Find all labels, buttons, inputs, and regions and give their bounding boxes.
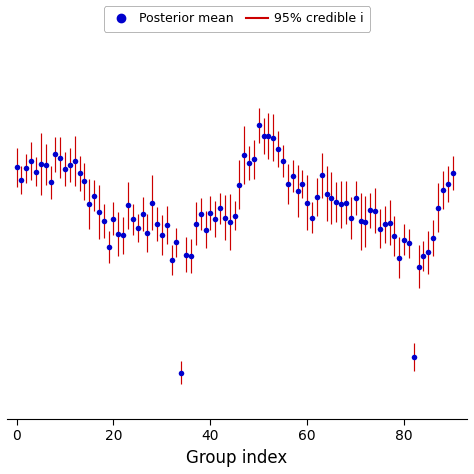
Point xyxy=(221,214,228,221)
Point xyxy=(42,161,49,168)
Legend: Posterior mean, 95% credible i: Posterior mean, 95% credible i xyxy=(104,6,370,32)
Point xyxy=(410,354,418,361)
Point xyxy=(264,132,272,140)
Point xyxy=(371,207,379,215)
Point xyxy=(391,232,398,240)
Point xyxy=(66,161,73,169)
Point xyxy=(18,176,25,183)
Point xyxy=(52,150,59,158)
Point xyxy=(37,160,45,168)
Point xyxy=(366,207,374,214)
X-axis label: Group index: Group index xyxy=(186,449,288,467)
Point xyxy=(187,252,195,260)
Point xyxy=(318,172,326,179)
Point xyxy=(32,168,40,175)
Point xyxy=(434,204,442,211)
Point xyxy=(425,249,432,256)
Point xyxy=(202,226,210,233)
Point xyxy=(105,243,112,251)
Point xyxy=(163,221,171,229)
Point xyxy=(347,214,355,222)
Point xyxy=(231,212,238,219)
Point xyxy=(91,192,98,200)
Point xyxy=(289,172,297,180)
Point xyxy=(323,190,330,197)
Point xyxy=(192,220,200,228)
Point xyxy=(419,252,427,260)
Point xyxy=(405,239,413,247)
Point xyxy=(158,231,166,239)
Point xyxy=(76,170,83,177)
Point xyxy=(386,219,393,227)
Point xyxy=(342,199,350,206)
Point xyxy=(303,199,311,207)
Point xyxy=(216,204,224,212)
Point xyxy=(13,164,20,171)
Point xyxy=(395,254,403,262)
Point xyxy=(85,200,93,208)
Point xyxy=(134,224,142,231)
Point xyxy=(274,145,282,153)
Point xyxy=(211,216,219,223)
Point xyxy=(444,180,451,188)
Point xyxy=(226,218,234,226)
Point xyxy=(362,218,369,225)
Point xyxy=(177,369,185,376)
Point xyxy=(71,157,79,164)
Point xyxy=(299,181,306,188)
Point xyxy=(236,181,243,188)
Point xyxy=(449,169,456,177)
Point xyxy=(240,151,248,159)
Point xyxy=(294,187,301,195)
Point xyxy=(357,218,365,225)
Point xyxy=(401,236,408,244)
Point xyxy=(207,209,214,217)
Point xyxy=(173,238,180,246)
Point xyxy=(381,220,389,228)
Point xyxy=(124,201,132,209)
Point xyxy=(61,165,69,173)
Point xyxy=(119,232,127,239)
Point xyxy=(313,193,321,201)
Point xyxy=(47,179,55,186)
Point xyxy=(197,210,204,218)
Point xyxy=(168,256,175,264)
Point xyxy=(308,214,316,221)
Point xyxy=(56,154,64,161)
Point xyxy=(95,208,103,216)
Point xyxy=(139,210,146,218)
Point xyxy=(332,198,340,206)
Point xyxy=(148,199,156,206)
Point xyxy=(100,217,108,225)
Point xyxy=(279,157,287,165)
Point xyxy=(182,251,190,258)
Point xyxy=(255,121,263,129)
Point xyxy=(352,194,359,202)
Point xyxy=(376,225,383,232)
Point xyxy=(27,157,35,165)
Point xyxy=(439,186,447,194)
Point xyxy=(328,194,335,201)
Point xyxy=(250,155,258,163)
Point xyxy=(270,134,277,141)
Point xyxy=(129,216,137,223)
Point xyxy=(81,177,88,185)
Point xyxy=(23,164,30,172)
Point xyxy=(260,132,267,140)
Point xyxy=(144,229,151,237)
Point xyxy=(337,201,345,208)
Point xyxy=(153,220,161,228)
Point xyxy=(109,215,117,222)
Point xyxy=(115,230,122,237)
Point xyxy=(284,180,292,188)
Point xyxy=(415,263,422,271)
Point xyxy=(429,234,437,242)
Point xyxy=(246,159,253,166)
